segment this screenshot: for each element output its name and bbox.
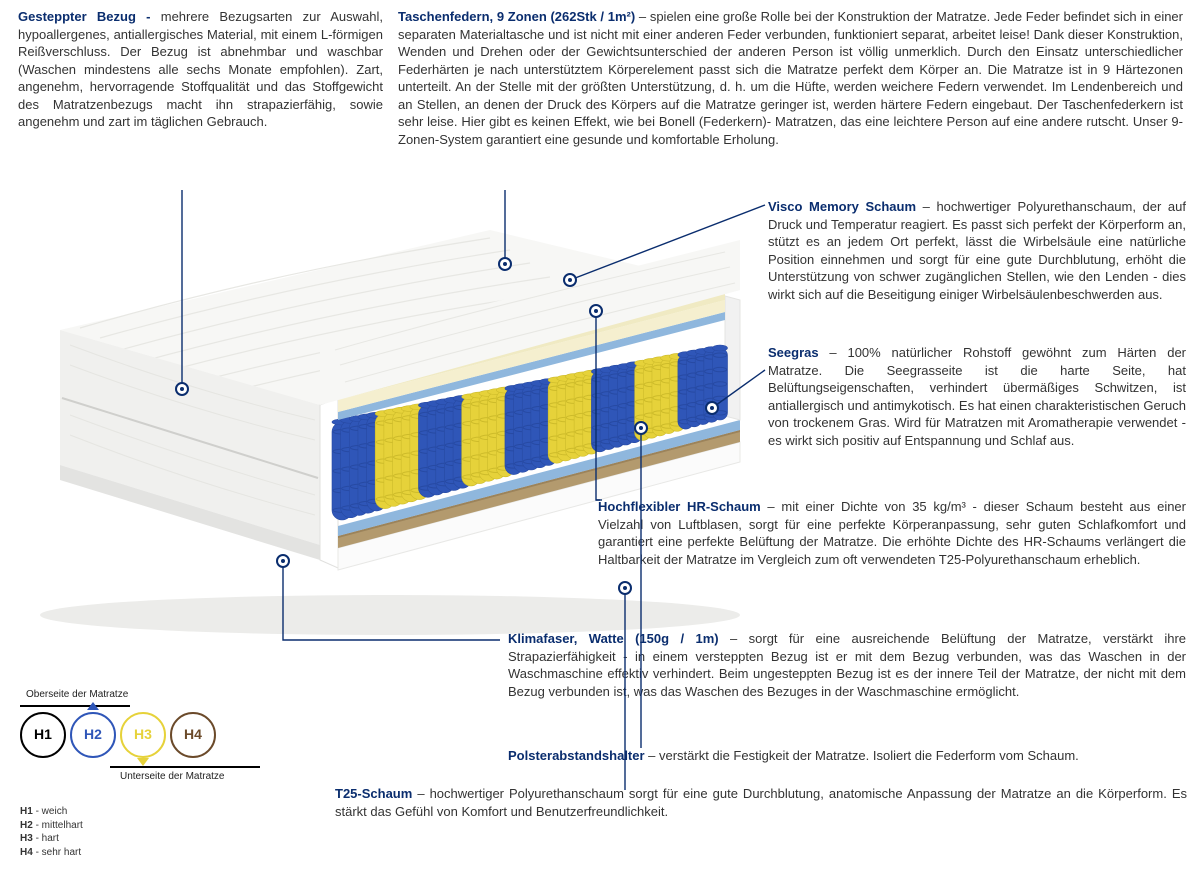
cover-title: Gesteppter Bezug -: [18, 9, 161, 24]
firmness-key-h3: H3 - hart: [20, 832, 280, 846]
hr-marker: [589, 304, 603, 318]
seegras-title: Seegras: [768, 345, 819, 360]
firmness-key-h2: H2 - mittelhart: [20, 819, 280, 833]
cover-text: mehrere Bezugsarten zur Auswahl, hypoall…: [18, 9, 383, 129]
t25-marker: [618, 581, 632, 595]
polster-title: Polsterabstandshalter: [508, 748, 645, 763]
t25-title: T25-Schaum: [335, 786, 412, 801]
firmness-key-h1: H1 - weich: [20, 805, 280, 819]
polster-text: – verstärkt die Festigkeit der Matratze.…: [645, 748, 1079, 763]
polster-description: Polsterabstandshalter – verstärkt die Fe…: [508, 747, 1186, 765]
firmness-caption-bottom: Unterseite der Matratze: [120, 770, 280, 784]
seegras-description: Seegras – 100% natürlicher Rohstoff gewö…: [768, 344, 1186, 449]
visco-description: Visco Memory Schaum – hochwertiger Polyu…: [768, 198, 1186, 303]
springs-text: – spielen eine große Rolle bei der Konst…: [398, 9, 1183, 147]
firmness-circle-h1: H1: [20, 712, 66, 758]
firmness-key: H1 - weichH2 - mittelhartH3 - hartH4 - s…: [20, 805, 280, 859]
cover-marker: [175, 382, 189, 396]
t25-text: – hochwertiger Polyurethanschaum sorgt f…: [335, 786, 1187, 819]
polster-marker: [634, 421, 648, 435]
springs-marker: [498, 257, 512, 271]
mattress-diagram: [20, 200, 760, 640]
t25-description: T25-Schaum – hochwertiger Polyurethansch…: [335, 785, 1187, 820]
mattress-svg: [20, 200, 760, 640]
klima-description: Klimafaser, Watte (150g / 1m) – sorgt fü…: [508, 630, 1186, 700]
firmness-circle-h3: H3: [120, 712, 166, 758]
firmness-caption-top: Oberseite der Matratze: [26, 688, 280, 702]
visco-title: Visco Memory Schaum: [768, 199, 916, 214]
visco-marker: [563, 273, 577, 287]
seegras-text: – 100% natürlicher Rohstoff gewöhnt zum …: [768, 345, 1186, 448]
firmness-legend: Oberseite der Matratze H1H2H3H4 Untersei…: [20, 688, 280, 859]
firmness-circle-h4: H4: [170, 712, 216, 758]
springs-description: Taschenfedern, 9 Zonen (262Stk / 1m²) – …: [398, 8, 1183, 148]
klima-marker: [276, 554, 290, 568]
firmness-key-h4: H4 - sehr hart: [20, 846, 280, 860]
seegras-marker: [705, 401, 719, 415]
cover-description: Gesteppter Bezug - mehrere Bezugsarten z…: [18, 8, 383, 131]
firmness-circle-h2: H2: [70, 712, 116, 758]
visco-text: – hochwertiger Polyurethanschaum, der au…: [768, 199, 1186, 302]
springs-title: Taschenfedern, 9 Zonen (262Stk / 1m²): [398, 9, 635, 24]
